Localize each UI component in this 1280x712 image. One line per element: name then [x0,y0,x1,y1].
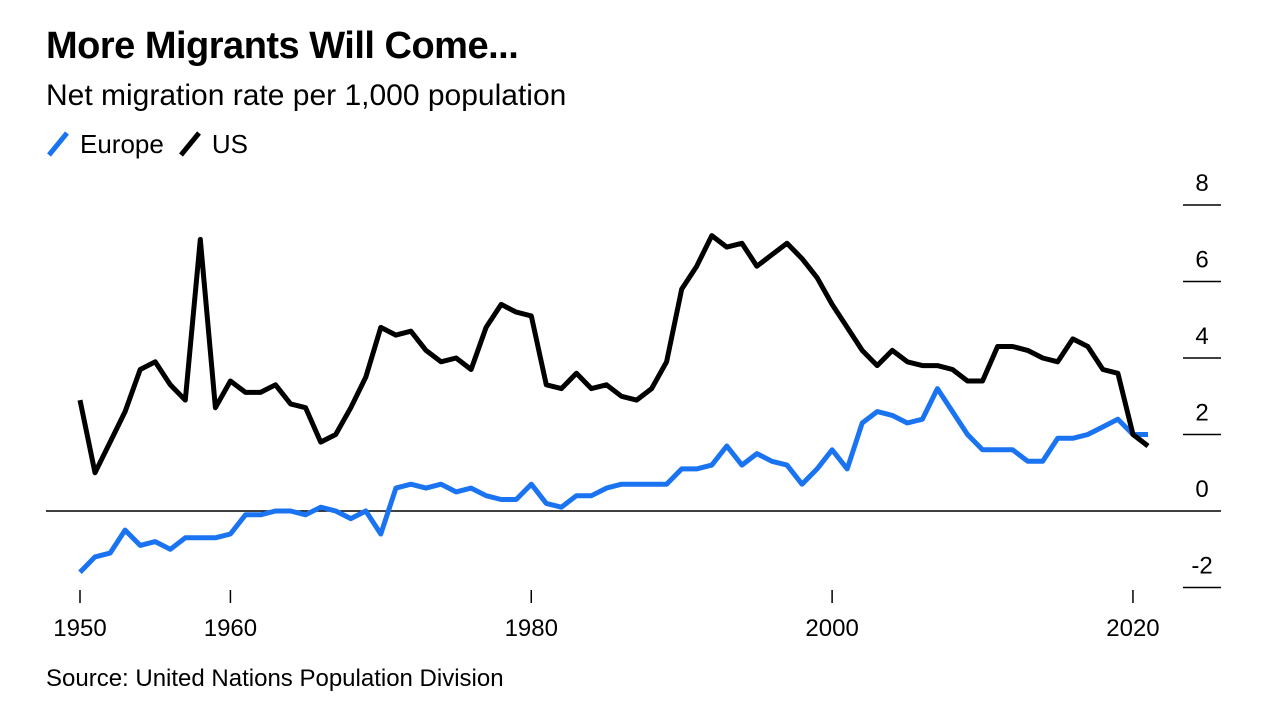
y-tick-label: 0 [1195,476,1208,503]
x-tick-label: 1950 [53,615,106,642]
y-tick-label: 2 [1195,400,1208,427]
legend-item-europe: Europe [46,129,164,160]
legend-item-us: US [178,129,248,160]
legend-swatch-us-icon [178,130,202,158]
legend-swatch-europe-icon [46,130,70,158]
legend: Europe US [46,126,262,162]
chart-title: More Migrants Will Come... [46,25,519,67]
x-tick-label: 1980 [505,615,558,642]
legend-label-europe: Europe [80,128,164,159]
y-tick-label: 8 [1195,170,1208,197]
x-tick-label: 1960 [204,615,257,642]
y-tick-label: 4 [1195,323,1208,350]
x-tick-label: 2020 [1106,615,1159,642]
source-note: Source: United Nations Population Divisi… [46,665,504,692]
chart-subtitle: Net migration rate per 1,000 population [46,79,567,112]
x-tick-label: 2000 [805,615,858,642]
series-line-us [77,233,1150,476]
legend-label-us: US [211,128,248,159]
series-line-europe [78,386,1148,574]
y-tick-label: 6 [1195,247,1208,274]
y-tick-label: -2 [1191,553,1212,580]
